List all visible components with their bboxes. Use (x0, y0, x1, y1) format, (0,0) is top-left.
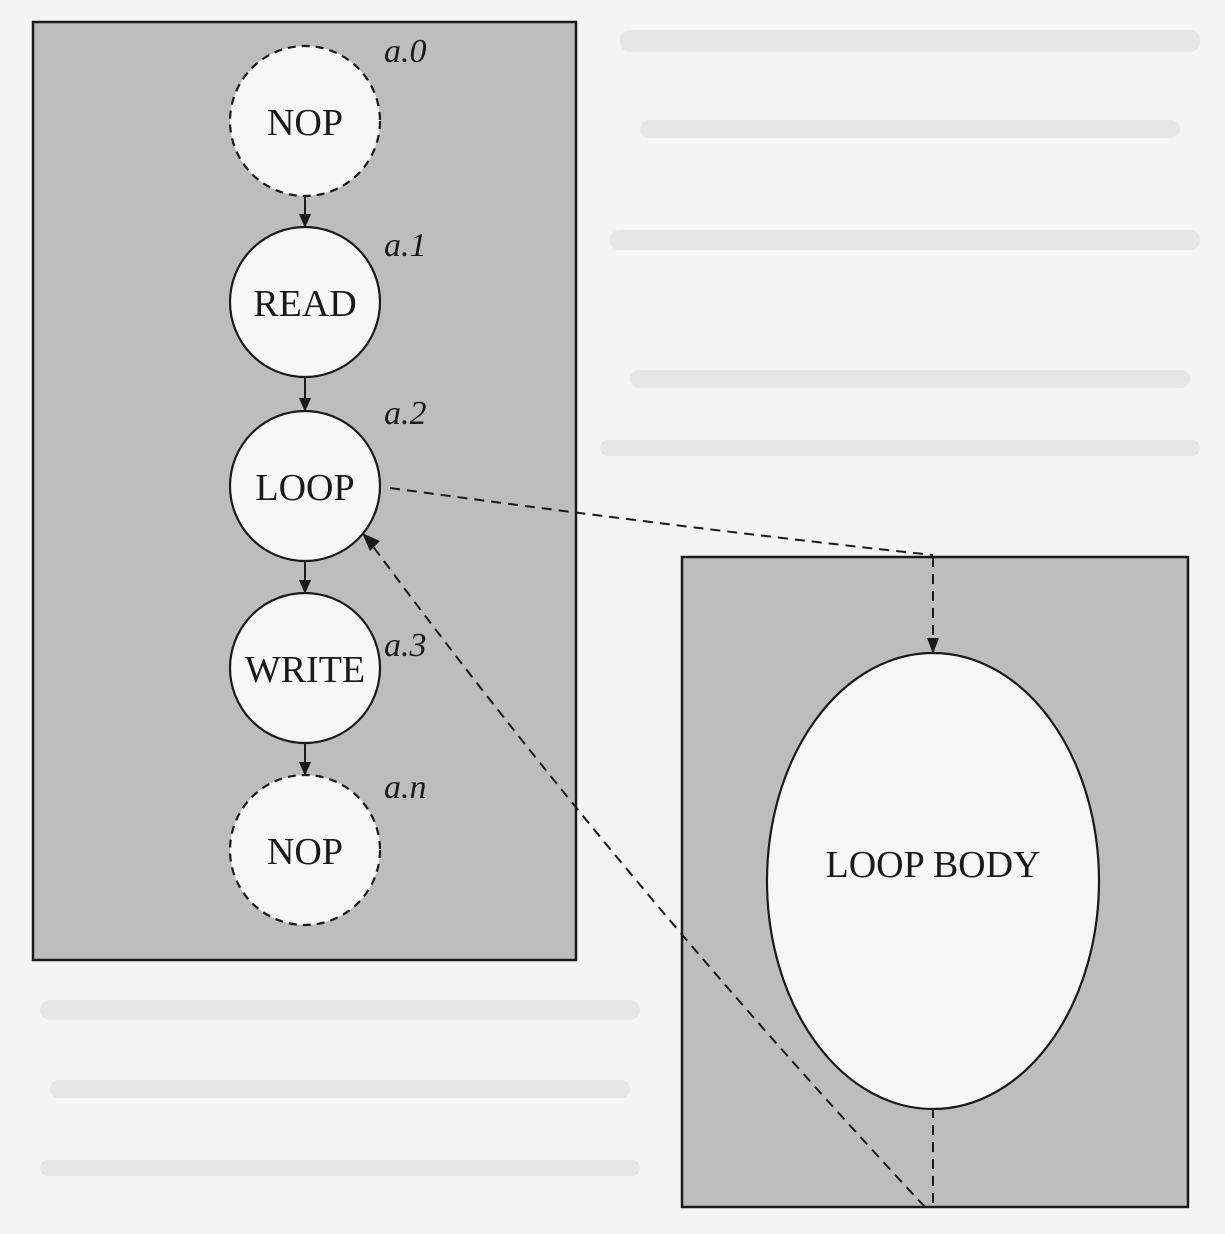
node-id-label: a.2 (384, 395, 427, 432)
node-an: NOP a.n (228, 769, 427, 927)
body-to-loop-connector (371, 544, 926, 1208)
arrowhead-a2-a3 (299, 580, 311, 594)
loop-body-label: LOOP BODY (826, 844, 1041, 886)
node-label: READ (253, 283, 356, 325)
node-label: LOOP (255, 467, 354, 509)
loop-body-ellipse (765, 651, 1101, 1111)
node-a1: READ a.1 (228, 225, 427, 379)
node-circle (228, 409, 382, 563)
node-id-label: a.n (384, 769, 427, 806)
background-texture (40, 30, 1200, 1176)
arrowhead-a0-a1 (299, 214, 311, 228)
node-id-label: a.3 (384, 627, 427, 664)
node-circle (228, 591, 382, 745)
node-label: WRITE (245, 649, 365, 691)
loop-to-body-connector (389, 487, 934, 556)
arrowhead-a3-an (299, 762, 311, 776)
body-entry-arrowhead (927, 638, 939, 654)
node-a0: NOP a.0 (228, 33, 427, 198)
node-circle (228, 225, 382, 379)
node-circle (228, 773, 382, 927)
arrowhead-a1-a2 (299, 398, 311, 412)
chain-edges (299, 194, 311, 776)
node-circle (228, 44, 382, 198)
node-label: NOP (267, 831, 343, 873)
node-a2: LOOP a.2 (228, 395, 427, 563)
loop-body: LOOP BODY (765, 651, 1101, 1111)
node-a3: WRITE a.3 (228, 591, 427, 745)
node-id-label: a.1 (384, 227, 427, 264)
node-id-label: a.0 (384, 33, 427, 70)
node-label: NOP (267, 102, 343, 144)
loop-return-arrowhead (362, 533, 380, 551)
